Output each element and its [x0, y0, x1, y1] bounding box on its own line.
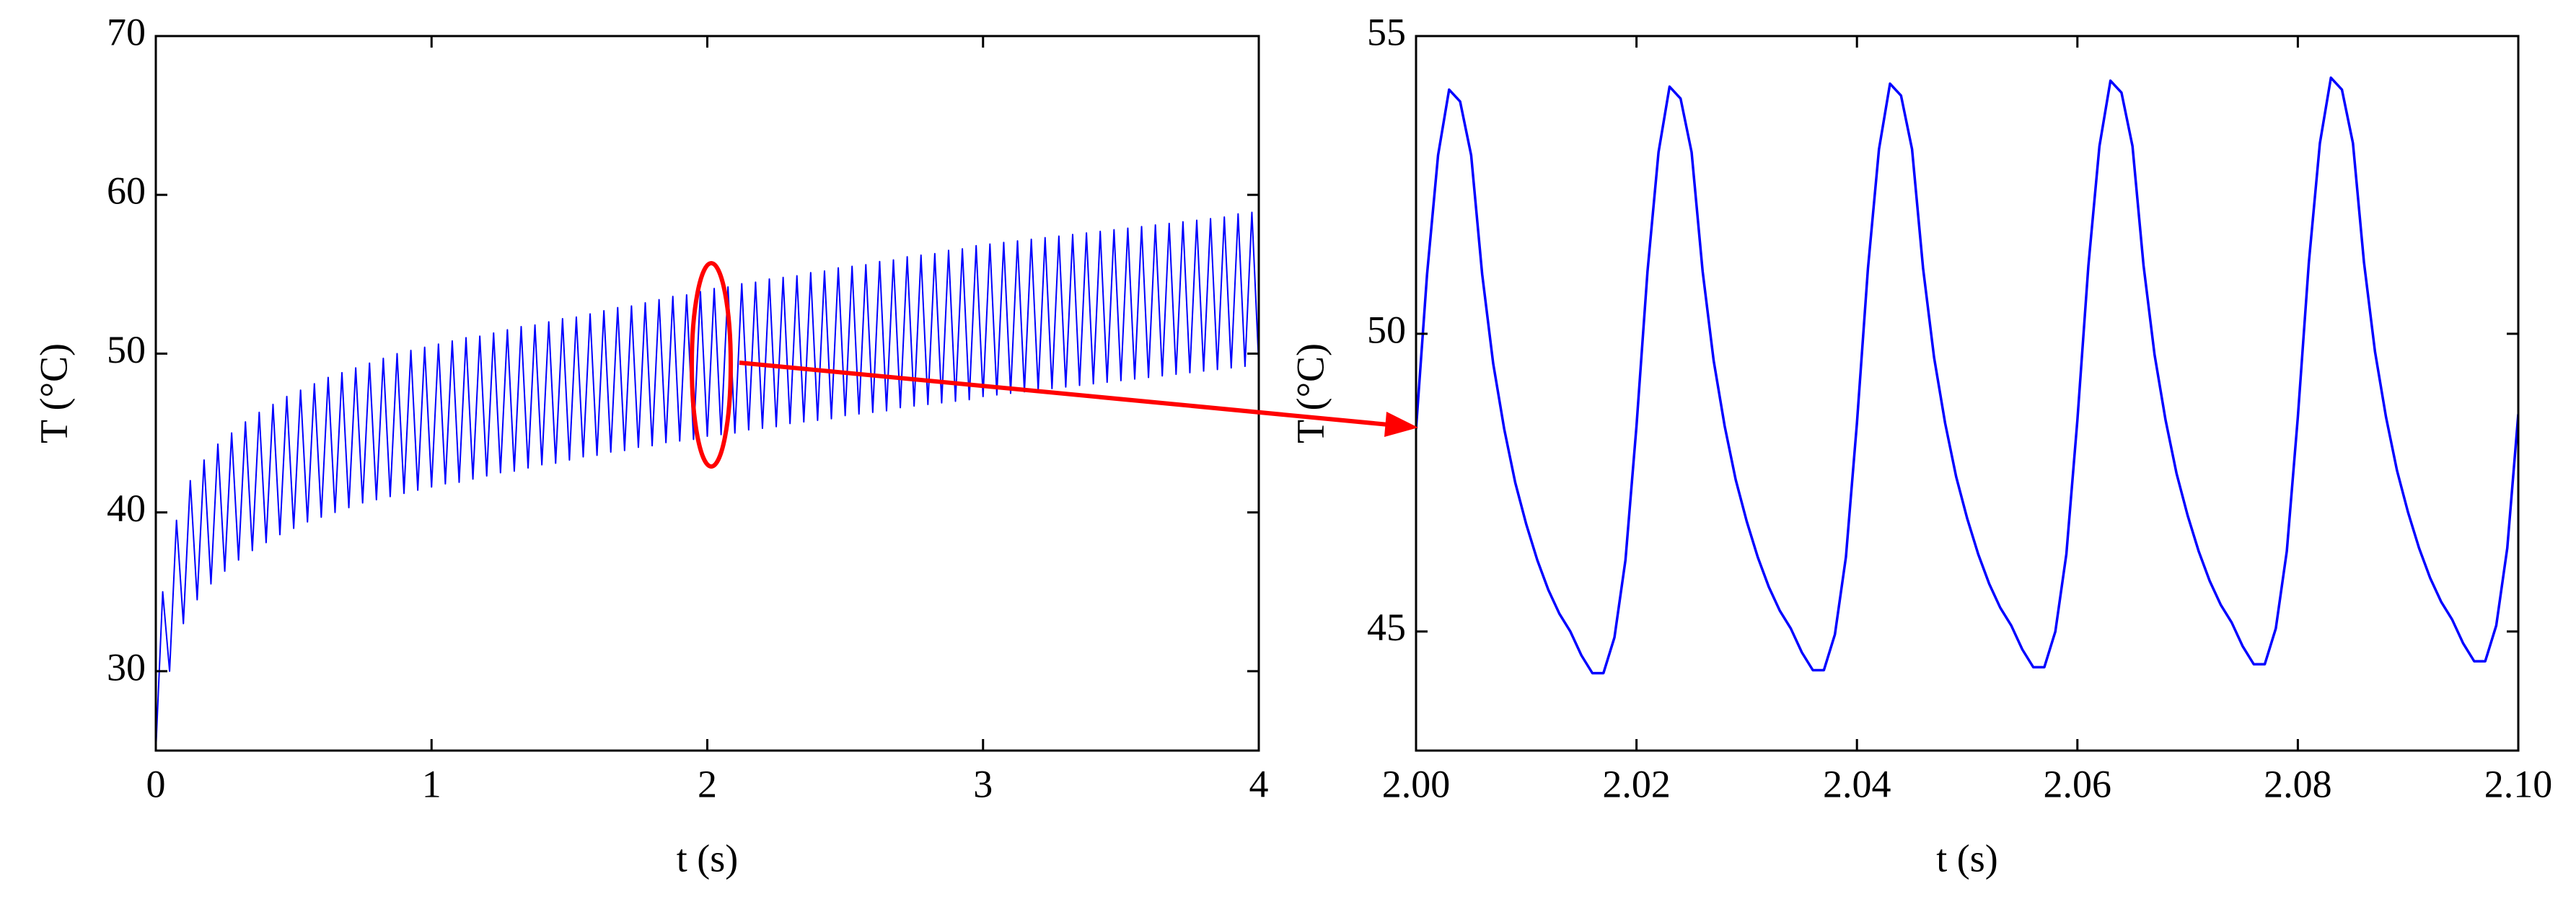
- y-axis-label: T (°C): [1288, 343, 1332, 443]
- x-tick-label: 0: [146, 762, 166, 805]
- y-tick-label: 40: [107, 487, 146, 530]
- y-tick-label: 45: [1367, 606, 1406, 649]
- y-tick-label: 30: [107, 645, 146, 689]
- y-tick-label: 55: [1367, 10, 1406, 53]
- plot-area: [156, 211, 1259, 751]
- data-line: [1416, 76, 2518, 675]
- axes-box: [1415, 35, 2520, 752]
- x-tick-label: 4: [1249, 762, 1269, 805]
- y-tick-label: 50: [107, 328, 146, 371]
- data-line: [156, 211, 1259, 751]
- x-axis-label: t (s): [677, 836, 738, 880]
- x-tick-label: 2.02: [1602, 762, 1671, 805]
- zoom-ellipse: [690, 261, 733, 469]
- x-tick-label: 2.10: [2484, 762, 2553, 805]
- y-tick-label: 50: [1367, 308, 1406, 351]
- y-tick-label: 70: [107, 10, 146, 53]
- y-tick-label: 60: [107, 169, 146, 213]
- x-tick-label: 3: [973, 762, 993, 805]
- x-tick-label: 2.08: [2264, 762, 2332, 805]
- y-axis-label: T (°C): [32, 343, 75, 443]
- x-tick-label: 2.00: [1382, 762, 1451, 805]
- x-axis-label: t (s): [1936, 836, 1997, 880]
- zoom-arrow: [739, 361, 1389, 427]
- x-tick-label: 1: [422, 762, 441, 805]
- plot-area: [1416, 76, 2518, 675]
- zoom-arrowhead: [1384, 412, 1418, 437]
- x-tick-label: 2.06: [2044, 762, 2112, 805]
- x-tick-label: 2.04: [1823, 762, 1891, 805]
- x-tick-label: 2: [698, 762, 717, 805]
